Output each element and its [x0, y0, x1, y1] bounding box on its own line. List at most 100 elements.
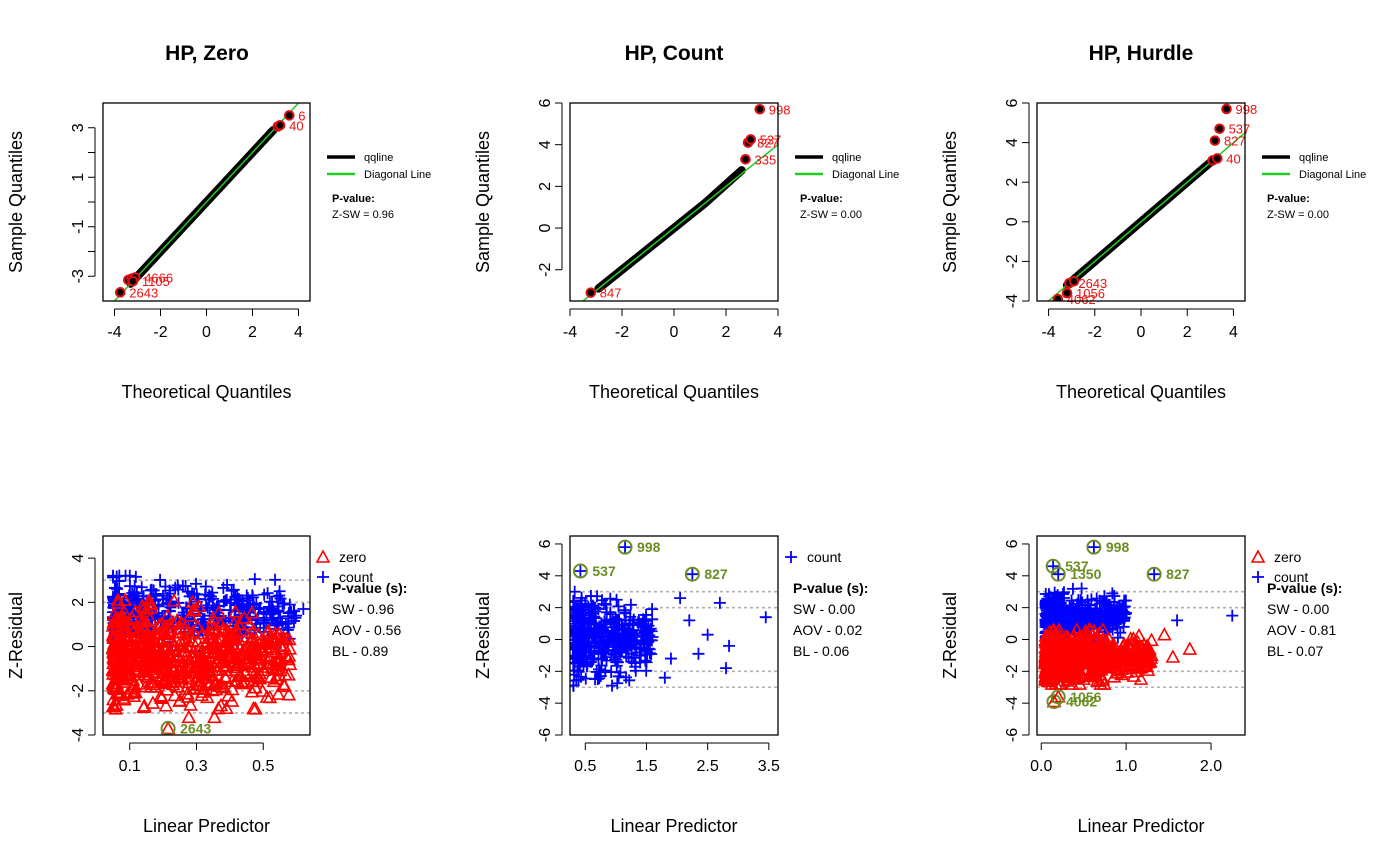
- res_hurdle-count-point: [1118, 600, 1131, 613]
- res_hurdle-count-point: [1051, 590, 1064, 603]
- res_count-count-point: [635, 637, 648, 650]
- res_zero-count-point: [261, 587, 274, 600]
- res_count-count-point: [623, 617, 636, 630]
- res_zero-y-tick-label: 4: [70, 554, 87, 563]
- res_count-plot-area: [570, 539, 778, 692]
- res_count-pvalue-line: SW - 0.00: [793, 601, 855, 617]
- res_hurdle-zero-extra-point: [1165, 649, 1181, 663]
- res_zero-zero-point: [281, 686, 297, 701]
- res_count-count-point: [600, 654, 613, 667]
- res_count-count-point: [619, 607, 632, 620]
- res_hurdle-zero-point: [1066, 628, 1082, 642]
- qq_hurdle-y-axis-label: Sample Quantiles: [940, 131, 960, 273]
- res_hurdle-zero-point: [1100, 635, 1116, 650]
- res_hurdle-zero-point: [1039, 653, 1054, 668]
- res_zero-zero-point: [276, 638, 292, 652]
- res_count-x-axis-label: Linear Predictor: [610, 816, 737, 836]
- qq_count-y-tick-label: 0: [537, 224, 554, 233]
- res_zero-zero-point: [244, 624, 260, 638]
- res_zero-zero-point: [282, 641, 298, 655]
- res_hurdle-zero-extra-point: [1135, 657, 1151, 671]
- res_zero-zero-point: [213, 645, 229, 660]
- res_hurdle-count-point: [1118, 613, 1131, 626]
- res_count-y-tick-label: -4: [537, 696, 554, 710]
- qq_count-pvalue-title: P-value:: [800, 193, 843, 205]
- qq_zero-y-axis-label: Sample Quantiles: [6, 131, 26, 273]
- res_hurdle-zero-point: [1075, 668, 1091, 683]
- res_zero-zero-point: [271, 626, 287, 640]
- res_count-x-tick-label: 1.5: [635, 758, 657, 775]
- res_count-count-point: [570, 600, 580, 613]
- qq_hurdle-outlier-label: 2643: [1078, 276, 1107, 291]
- res_hurdle-zero-point: [1060, 648, 1075, 662]
- res_zero-zero-point: [174, 614, 189, 629]
- res_zero-zero-point: [129, 658, 145, 673]
- res_zero-pvalue-title: P-value (s):: [332, 580, 407, 596]
- qq_count-y-tick-label: -2: [537, 263, 554, 277]
- res_zero-zero-point: [184, 632, 200, 647]
- res_count-highlight-ring: [572, 563, 588, 579]
- res_zero-zero-point: [142, 620, 157, 634]
- qq_count-plot-frame: [569, 102, 779, 302]
- res_zero-zero-point: [166, 616, 181, 630]
- res_zero-zero-point: [272, 667, 287, 682]
- res_zero-zero-point: [180, 623, 196, 637]
- res_count-count-point: [577, 658, 590, 671]
- res_hurdle-count-extra-point: [1171, 614, 1184, 627]
- res_zero-zero-point: [139, 601, 155, 615]
- res_zero-zero-point: [245, 631, 260, 646]
- res_count-legend-count-label: count: [807, 549, 841, 565]
- qq_hurdle-outlier-point: [1214, 123, 1225, 135]
- res_zero-zero-point: [182, 608, 198, 622]
- res_zero-zero-point: [211, 604, 227, 619]
- res_count-y-tick-label: 6: [537, 539, 554, 548]
- res_zero-zero-point: [169, 646, 185, 661]
- res_count-count-point: [639, 648, 652, 661]
- res_hurdle-x-tick-label: 0.0: [1030, 758, 1052, 775]
- res_zero-count-point: [144, 584, 157, 597]
- qq_count-outlier-point: [745, 134, 757, 145]
- res_zero-zero-point: [128, 603, 143, 618]
- qq_hurdle-outlier-label: 4062: [1067, 292, 1096, 307]
- res_zero-zero-point: [162, 617, 177, 631]
- res_count-count-point: [590, 665, 603, 678]
- res_zero-zero-point: [204, 617, 220, 631]
- res_hurdle-zero-point: [1045, 631, 1061, 645]
- res_zero-zero-point: [160, 607, 175, 622]
- res_zero-count-point: [217, 581, 230, 594]
- res_zero-count-point: [176, 580, 189, 593]
- res_hurdle-zero-point: [1126, 668, 1142, 682]
- res_hurdle-y-tick-label: -4: [1004, 696, 1021, 710]
- qq_count-y-tick-label: 2: [537, 182, 554, 191]
- res_zero-y-axis-label: Z-Residual: [6, 592, 26, 679]
- res_zero-zero-point: [132, 623, 147, 637]
- res_hurdle-zero-extra-point: [1157, 627, 1172, 641]
- res_zero-zero-point: [124, 652, 140, 666]
- res_zero-zero-point: [169, 632, 184, 646]
- res_zero-zero-point: [268, 657, 283, 671]
- res_hurdle-zero-point: [1071, 656, 1086, 671]
- res_zero-count-point: [181, 585, 194, 598]
- res_hurdle-highlight-label: 4062: [1066, 694, 1097, 710]
- res_hurdle-zero-point: [1059, 641, 1075, 655]
- res_count-count-point: [599, 664, 612, 677]
- res_zero-count-point: [236, 595, 249, 608]
- res_zero-zero-point: [150, 631, 165, 645]
- res_zero-zero-point: [202, 677, 217, 692]
- res_count-x-tick-label: 2.5: [697, 758, 719, 775]
- res_hurdle-legend-count-swatch: [1252, 571, 1264, 583]
- res_hurdle-zero-point: [1072, 629, 1087, 643]
- res_zero-zero-point: [108, 663, 124, 677]
- qq_zero-outlier-point: [114, 287, 126, 298]
- res_zero-count-point: [219, 594, 232, 607]
- res_count-count-point: [572, 634, 585, 647]
- res_zero-zero-extra-point: [262, 689, 278, 704]
- res_zero-zero-point: [244, 605, 260, 619]
- res_zero-zero-point: [245, 673, 261, 687]
- res_zero-plot-area: [103, 569, 310, 735]
- res_zero-zero-point: [213, 697, 229, 712]
- qq_zero-y-tick-label: 1: [70, 173, 87, 182]
- res_zero-zero-point: [115, 639, 131, 653]
- res_count-count-point: [605, 666, 618, 679]
